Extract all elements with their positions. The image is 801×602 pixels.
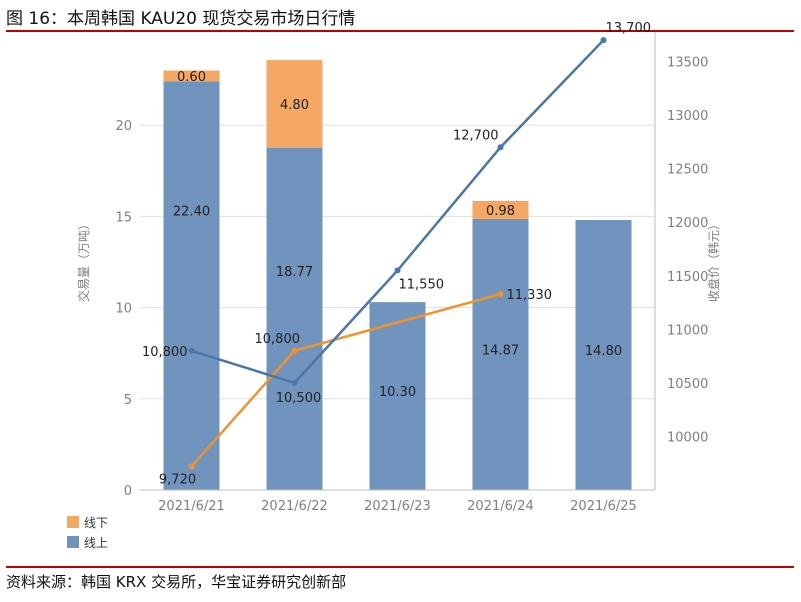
top-rule bbox=[6, 30, 794, 32]
bar-offline-label: 0.98 bbox=[486, 204, 515, 219]
source-note: 资料来源：韩国 KRX 交易所，华宝证券研究创新部 bbox=[6, 573, 347, 591]
y-tick-label: 15 bbox=[115, 210, 132, 225]
y2-tick-label: 13500 bbox=[667, 56, 708, 71]
bar-offline bbox=[266, 60, 323, 148]
price-line-blue-label: 10,500 bbox=[276, 391, 322, 406]
bar-offline bbox=[163, 70, 220, 82]
y2-tick-label: 12000 bbox=[667, 216, 708, 231]
price-line-blue-point bbox=[600, 37, 607, 44]
bar-online-label: 14.87 bbox=[482, 343, 519, 358]
y2-tick-label: 10500 bbox=[667, 377, 708, 392]
price-line-orange-point bbox=[188, 463, 195, 470]
y-tick-label: 20 bbox=[115, 119, 132, 134]
bar-online bbox=[369, 302, 426, 490]
y2-tick-label: 12500 bbox=[667, 163, 708, 178]
price-line-blue-label: 12,700 bbox=[453, 128, 499, 143]
axes: 0 5 10 15 20 10000 10500 11000 11500 12000 12500 13… bbox=[76, 32, 721, 514]
y-tick-label: 10 bbox=[115, 302, 132, 317]
legend-label: 线上 bbox=[84, 536, 108, 550]
bar-online bbox=[163, 81, 220, 490]
y2-tick-label: 13000 bbox=[667, 109, 708, 124]
bar-online bbox=[266, 147, 323, 490]
price-line-orange-point bbox=[291, 347, 298, 354]
figure-title: 图 16：本周韩国 KAU20 现货交易市场日行情 bbox=[6, 9, 356, 29]
bar-online bbox=[575, 220, 632, 490]
price-line-blue-point bbox=[291, 379, 298, 386]
price-line-orange-line bbox=[190, 292, 501, 468]
y2-tick-label: 10000 bbox=[667, 430, 708, 445]
price-line-blue-point bbox=[497, 144, 504, 151]
bars: 22.40 0.60 18.77 4.80 10.30 14.87 0.98 14.80 bbox=[163, 60, 632, 491]
price-line-orange-label: 11,330 bbox=[507, 288, 553, 303]
price-line-blue-label: 11,550 bbox=[399, 277, 445, 292]
price-line-blue-label: 13,700 bbox=[606, 21, 652, 36]
bar-offline-label: 0.60 bbox=[177, 70, 206, 85]
price-line-orange-label: 9,720 bbox=[159, 472, 196, 487]
bar-offline-label: 4.80 bbox=[280, 98, 309, 113]
bar-online bbox=[472, 218, 529, 491]
y2-tick-label: 11500 bbox=[667, 270, 708, 285]
x-tick-label: 2021/6/25 bbox=[570, 499, 637, 514]
legend-swatch bbox=[67, 516, 79, 528]
bar-online-label: 14.80 bbox=[585, 344, 622, 359]
price-line-blue-label: 10,800 bbox=[142, 345, 188, 360]
bar-offline bbox=[472, 200, 529, 219]
legend-swatch bbox=[67, 536, 79, 548]
y-tick-label: 5 bbox=[124, 393, 132, 408]
x-tick-label: 2021/6/24 bbox=[467, 499, 534, 514]
bottom-rule bbox=[6, 566, 794, 568]
y-tick-label: 0 bbox=[124, 484, 132, 499]
legend-label: 线下 bbox=[84, 516, 108, 530]
y2-tick-label: 11000 bbox=[667, 323, 708, 338]
y-axis-title: 交易量（万吨） bbox=[76, 218, 91, 302]
price-line-orange-label: 10,800 bbox=[255, 332, 301, 347]
bar-online-label: 22.40 bbox=[173, 205, 210, 220]
x-tick-label: 2021/6/23 bbox=[364, 499, 431, 514]
lines: 9,720 10,800 11,330 10,800 10,500 11,550 12,70… bbox=[142, 21, 651, 487]
price-line-orange-point bbox=[497, 290, 504, 297]
price-line-blue-point bbox=[394, 267, 401, 274]
bar-online-label: 18.77 bbox=[276, 265, 313, 280]
price-line-blue-point bbox=[188, 347, 195, 354]
y2-axis-title: 收盘价（韩元） bbox=[706, 218, 721, 302]
bar-online-label: 10.30 bbox=[379, 385, 416, 400]
x-tick-label: 2021/6/22 bbox=[261, 499, 328, 514]
x-tick-label: 2021/6/21 bbox=[158, 499, 225, 514]
